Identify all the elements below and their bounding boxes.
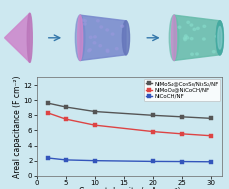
Polygon shape bbox=[5, 13, 30, 62]
NiMoO₄@NiCoCH/NF bbox=[47, 112, 50, 114]
Ellipse shape bbox=[87, 50, 90, 52]
Ellipse shape bbox=[99, 45, 102, 47]
NiMoS₄@Co₉S₈/Ni₃S₂/NF bbox=[209, 117, 212, 119]
Polygon shape bbox=[174, 15, 220, 60]
Ellipse shape bbox=[111, 33, 114, 35]
Line: NiMoS₄@Co₉S₈/Ni₃S₂/NF: NiMoS₄@Co₉S₈/Ni₃S₂/NF bbox=[46, 101, 213, 120]
Ellipse shape bbox=[27, 13, 32, 62]
Ellipse shape bbox=[121, 25, 124, 27]
NiMoS₄@Co₉S₈/Ni₃S₂/NF bbox=[64, 106, 67, 108]
Ellipse shape bbox=[216, 21, 224, 55]
Ellipse shape bbox=[75, 15, 85, 60]
Ellipse shape bbox=[216, 21, 223, 55]
NiCoCH/NF bbox=[180, 160, 183, 163]
NiCoCH/NF bbox=[47, 157, 50, 159]
NiCoCH/NF bbox=[151, 160, 154, 163]
Ellipse shape bbox=[190, 24, 193, 26]
Ellipse shape bbox=[193, 28, 196, 30]
Ellipse shape bbox=[82, 19, 85, 21]
X-axis label: Current density (mA cm⁻²): Current density (mA cm⁻²) bbox=[79, 187, 180, 189]
NiMoS₄@Co₉S₈/Ni₃S₂/NF bbox=[180, 116, 183, 118]
NiMoO₄@NiCoCH/NF bbox=[93, 124, 96, 126]
Ellipse shape bbox=[115, 48, 118, 50]
Ellipse shape bbox=[187, 21, 190, 23]
NiMoO₄@NiCoCH/NF bbox=[151, 130, 154, 133]
NiMoS₄@Co₉S₈/Ni₃S₂/NF bbox=[93, 110, 96, 113]
NiCoCH/NF bbox=[209, 161, 212, 163]
Y-axis label: Areal capacitance (F cm⁻²): Areal capacitance (F cm⁻²) bbox=[13, 75, 22, 178]
Line: NiCoCH/NF: NiCoCH/NF bbox=[46, 156, 213, 164]
Ellipse shape bbox=[122, 21, 130, 55]
Ellipse shape bbox=[178, 26, 181, 28]
Ellipse shape bbox=[78, 15, 83, 60]
Polygon shape bbox=[80, 15, 126, 60]
Line: NiMoO₄@NiCoCH/NF: NiMoO₄@NiCoCH/NF bbox=[46, 111, 213, 138]
Ellipse shape bbox=[84, 20, 87, 22]
Ellipse shape bbox=[190, 38, 193, 40]
Ellipse shape bbox=[184, 35, 187, 37]
NiMoS₄@Co₉S₈/Ni₃S₂/NF bbox=[47, 102, 50, 104]
Legend: NiMoS₄@Co₉S₈/Ni₃S₂/NF, NiMoO₄@NiCoCH/NF, NiCoCH/NF: NiMoS₄@Co₉S₈/Ni₃S₂/NF, NiMoO₄@NiCoCH/NF,… bbox=[144, 79, 221, 101]
Ellipse shape bbox=[215, 35, 218, 37]
Ellipse shape bbox=[184, 39, 186, 41]
Ellipse shape bbox=[172, 15, 177, 60]
Ellipse shape bbox=[89, 49, 91, 51]
Ellipse shape bbox=[169, 15, 179, 60]
NiMoO₄@NiCoCH/NF bbox=[180, 133, 183, 135]
Ellipse shape bbox=[203, 25, 206, 27]
Ellipse shape bbox=[96, 20, 99, 22]
Ellipse shape bbox=[213, 50, 215, 53]
NiCoCH/NF bbox=[64, 159, 67, 161]
Ellipse shape bbox=[202, 38, 205, 40]
NiMoS₄@Co₉S₈/Ni₃S₂/NF bbox=[151, 114, 154, 116]
NiCoCH/NF bbox=[93, 160, 96, 162]
Ellipse shape bbox=[94, 36, 96, 38]
Ellipse shape bbox=[106, 49, 109, 51]
Ellipse shape bbox=[196, 53, 198, 55]
Ellipse shape bbox=[196, 27, 199, 29]
Ellipse shape bbox=[183, 37, 186, 39]
Ellipse shape bbox=[191, 53, 194, 55]
Ellipse shape bbox=[218, 26, 222, 49]
NiMoO₄@NiCoCH/NF bbox=[209, 135, 212, 137]
Ellipse shape bbox=[186, 37, 189, 39]
NiMoO₄@NiCoCH/NF bbox=[64, 118, 67, 120]
Ellipse shape bbox=[89, 36, 92, 38]
Ellipse shape bbox=[100, 26, 103, 28]
Ellipse shape bbox=[106, 29, 109, 31]
Ellipse shape bbox=[93, 42, 96, 44]
Ellipse shape bbox=[106, 50, 109, 53]
Ellipse shape bbox=[83, 23, 86, 25]
